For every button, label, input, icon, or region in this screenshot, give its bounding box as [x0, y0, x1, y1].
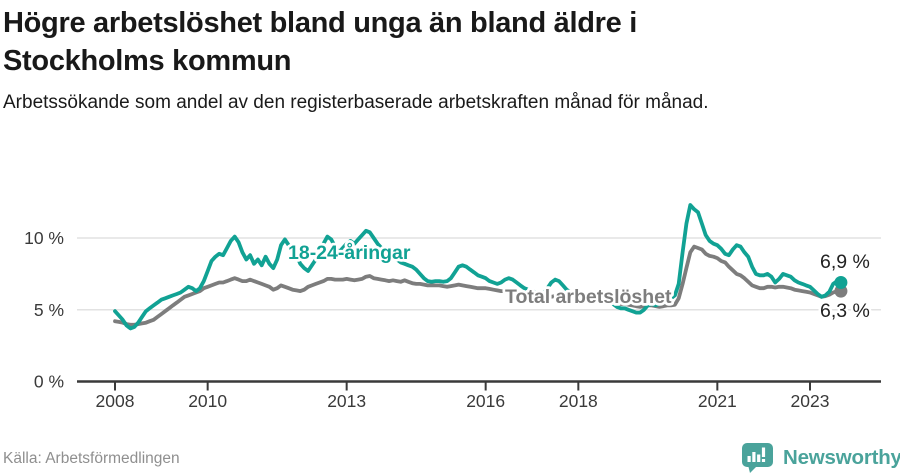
series-line [113, 203, 843, 331]
newsworthy-branding: Newsworthy [741, 442, 900, 474]
end-value-label: 6,9 % [820, 251, 870, 273]
x-tick-label: 2018 [559, 391, 598, 411]
series-label: 18-24-åringar [288, 241, 411, 264]
y-tick-label: 0 % [34, 372, 64, 392]
chart-subtitle: Arbetssökande som andel av den registerb… [3, 92, 709, 113]
brand-wordmark: Newsworthy [783, 446, 900, 469]
series-label: Total arbetslöshet [505, 286, 672, 308]
newsworthy-logo-icon [742, 443, 773, 473]
y-tick-label: 10 % [24, 228, 64, 248]
x-tick-label: 2008 [96, 391, 135, 411]
x-tick-label: 2016 [466, 391, 505, 411]
x-tick-label: 2021 [698, 391, 737, 411]
x-tick-label: 2023 [791, 391, 830, 411]
y-tick-label: 5 % [34, 300, 64, 320]
x-tick-label: 2013 [327, 391, 366, 411]
x-tick-label: 2010 [188, 391, 227, 411]
chart-title: Högre arbetslöshet bland unga än bland ä… [3, 7, 637, 77]
source-note: Källa: Arbetsförmedlingen [3, 450, 180, 467]
series-line [113, 244, 843, 327]
end-value-label: 6,3 % [820, 300, 870, 322]
series-end-dot [834, 276, 848, 289]
